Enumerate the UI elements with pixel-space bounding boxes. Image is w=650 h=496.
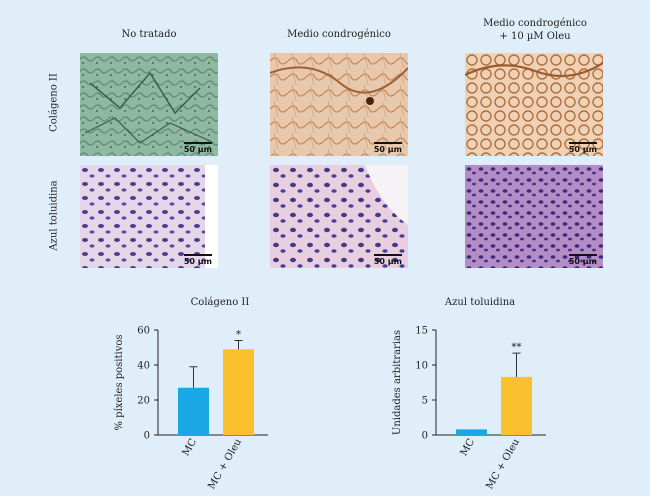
bar-chart-toluidine: 0 5 10 15 Unidades arbitrarias MC ** MC + Oleu [392,326,546,492]
tissue-texture [270,165,408,268]
row-label-toluidine: Azul toluidina [48,180,60,251]
bar [501,376,532,435]
y-tick-label: 0 [422,431,428,442]
bar [456,429,487,435]
scale-bar: 50 µm [568,254,598,266]
scale-bar: 50 µm [568,142,598,154]
y-tick-label: 40 [137,361,150,372]
tissue-texture [80,165,218,268]
y-tick-label: 10 [415,361,428,372]
x-tick-label: MC [181,437,200,458]
scale-bar: 50 µm [183,254,213,266]
micrograph-untreated-toluidine: 50 µm [80,165,218,268]
row-label-collagen: Colágeno II [48,73,60,132]
y-tick-label: 15 [415,326,428,337]
scale-bar: 50 µm [183,142,213,154]
column-label-chondrogenic-oleu: Medio condrogénico + 10 µM Oleu [483,18,587,42]
column-label-untreated: No tratado [121,29,177,40]
y-tick-label: 0 [144,431,150,442]
y-tick-label: 20 [137,396,150,407]
tissue-texture [465,53,603,156]
x-tick-label: MC + Oleu [484,437,522,492]
y-tick-label: 5 [422,396,428,407]
micrograph-chondrogenic-collagen: 50 µm [270,53,408,156]
column-label-chondrogenic: Medio condrogénico [287,29,391,40]
micrograph-chondrogenic-toluidine: 50 µm [270,165,408,268]
y-axis-label: % píxeles positivos [114,334,125,430]
chart-title-collagen: Colágeno II [190,297,250,308]
scale-bar: 50 µm [373,142,403,154]
x-tick-label: MC + Oleu [206,437,244,492]
scale-bar: 50 µm [373,254,403,266]
tissue-texture [465,165,603,268]
chart-title-toluidine: Azul toluidina [444,297,516,308]
bar-chart-collagen: 0 20 40 60 % píxeles positivos MC * MC + Oleu [114,326,268,492]
micrograph-chondrogenic-oleu-collagen: 50 µm [465,53,603,156]
tissue-texture [80,53,218,156]
y-axis-label: Unidades arbitrarias [392,330,403,435]
bar [178,387,209,435]
tissue-texture [270,53,408,156]
bar [223,349,254,435]
significance-marker: * [236,330,241,341]
x-tick-label: MC [459,437,478,458]
y-tick-label: 60 [137,326,150,337]
micrograph-chondrogenic-oleu-toluidine: 50 µm [465,165,603,268]
significance-marker: ** [512,342,522,353]
micrograph-untreated-collagen: 50 µm [80,53,218,156]
